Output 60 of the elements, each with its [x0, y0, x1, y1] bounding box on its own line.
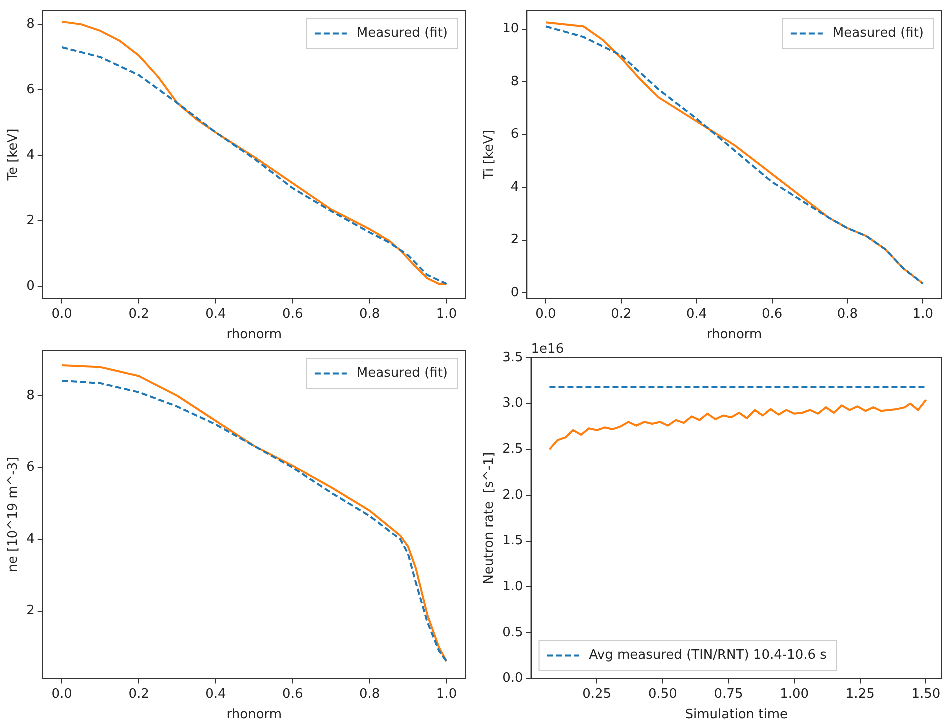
- x-tick-label: 1.25: [846, 686, 875, 702]
- x-axis-title: rhonorm: [226, 708, 282, 723]
- x-tick-label: 0.75: [714, 686, 744, 702]
- y-tick-label: 1.5: [502, 534, 524, 549]
- y-tick-label: 8: [26, 16, 35, 32]
- y-axis-title: ne [10^19 m^-3]: [6, 457, 22, 572]
- legend-label: Measured (fit): [356, 366, 448, 382]
- y-tick-label: 0.0: [502, 671, 524, 686]
- x-axis-title: Simulation time: [685, 708, 788, 723]
- x-tick-label: 0.50: [648, 686, 678, 702]
- x-tick-label: 1.50: [912, 686, 941, 702]
- y-tick-label: 2: [26, 214, 35, 229]
- x-tick-label: 1.0: [436, 306, 458, 322]
- x-tick-label: 0.0: [536, 306, 556, 322]
- y-tick-label: 4: [26, 532, 35, 547]
- x-tick-label: 1.00: [780, 686, 810, 702]
- y-tick-label: 6: [26, 460, 35, 476]
- y-tick-label: 10: [502, 22, 520, 37]
- y-tick-label: 0.5: [502, 625, 524, 640]
- y-tick-label: 4: [26, 148, 35, 163]
- y-tick-label: 1.0: [502, 580, 524, 595]
- y-tick-label: 0: [510, 285, 520, 300]
- y-tick-label: 2: [26, 604, 35, 619]
- text: 1e16: [531, 342, 564, 357]
- x-tick-label: 1.0: [436, 686, 458, 702]
- y-axis-title: Te [keV]: [6, 128, 22, 182]
- y-axis-title: Ti [keV]: [482, 130, 498, 180]
- x-tick-label: 0.2: [128, 686, 150, 702]
- y-axis-title: Neutron rate [s^-1]: [482, 452, 498, 584]
- x-tick-label: 0.6: [282, 306, 304, 322]
- x-tick-label: 0.6: [282, 686, 304, 702]
- x-tick-label: 0.4: [206, 306, 226, 322]
- x-tick-label: 1.0: [912, 306, 934, 322]
- y-tick-label: 3.5: [502, 350, 524, 366]
- x-tick-label: 0.4: [686, 306, 708, 322]
- legend-label: Measured (fit): [356, 26, 448, 42]
- y-tick-label: 4: [510, 180, 520, 195]
- x-tick-label: 0.6: [762, 306, 783, 322]
- y-tick-label: 6: [26, 82, 35, 98]
- x-tick-label: 0.25: [582, 686, 612, 702]
- y-tick-label: 2: [510, 232, 520, 248]
- y-tick-label: 0: [26, 279, 35, 294]
- x-tick-label: 0.8: [359, 306, 380, 322]
- x-tick-label: 0.2: [128, 306, 150, 322]
- y-tick-label: 3.0: [502, 396, 524, 412]
- x-tick-label: 0.8: [359, 686, 380, 702]
- x-tick-label: 0.0: [52, 686, 72, 702]
- x-tick-label: 0.2: [611, 306, 632, 322]
- y-tick-label: 2.0: [502, 488, 524, 503]
- x-tick-label: 0.0: [52, 306, 72, 322]
- x-tick-label: 0.4: [206, 686, 226, 702]
- legend-label: Avg measured (TIN/RNT) 10.4-10.6 s: [589, 648, 828, 664]
- y-tick-label: 6: [510, 127, 520, 142]
- x-axis-title: rhonorm: [706, 328, 762, 343]
- x-tick-label: 0.8: [837, 306, 858, 322]
- y-tick-label: 8: [510, 74, 520, 90]
- y-tick-label: 8: [26, 388, 35, 404]
- legend-label: Measured (fit): [832, 26, 924, 42]
- y-tick-label: 2.5: [502, 442, 524, 458]
- x-axis-title: rhonorm: [226, 328, 282, 343]
